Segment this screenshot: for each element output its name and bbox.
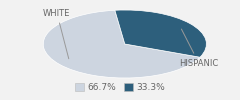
- Text: HISPANIC: HISPANIC: [179, 29, 218, 68]
- Legend: 66.7%, 33.3%: 66.7%, 33.3%: [71, 79, 169, 95]
- Text: WHITE: WHITE: [43, 8, 71, 59]
- Wedge shape: [43, 10, 200, 78]
- Wedge shape: [115, 10, 206, 57]
